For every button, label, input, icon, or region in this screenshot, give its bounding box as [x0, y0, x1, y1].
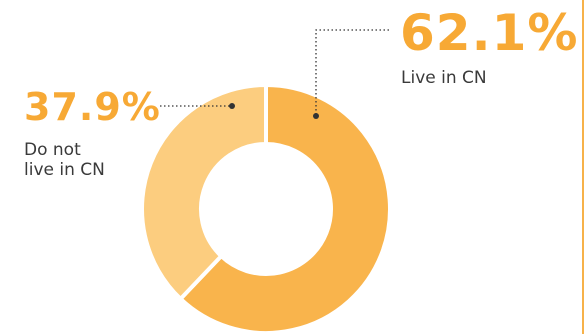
- slice-value-label-live-in-cn: 62.1%: [400, 4, 579, 62]
- leader-line-not-live-in-cn-dot: [229, 103, 235, 109]
- donut-slice-not-live-in-cn: [140, 82, 268, 302]
- leader-line-live-in-cn: [315, 29, 389, 116]
- donut-slices: [140, 82, 392, 334]
- leader-line-live-in-cn-dot: [313, 113, 319, 119]
- leader-lines: [160, 29, 389, 119]
- right-edge-border: [582, 0, 584, 334]
- slice-category-label-not-live-in-cn: Do not live in CN: [24, 140, 105, 180]
- donut-slice-live-in-cn: [177, 82, 392, 334]
- slice-category-label-live-in-cn: Live in CN: [401, 68, 487, 88]
- slice-value-label-not-live-in-cn: 37.9%: [24, 85, 161, 129]
